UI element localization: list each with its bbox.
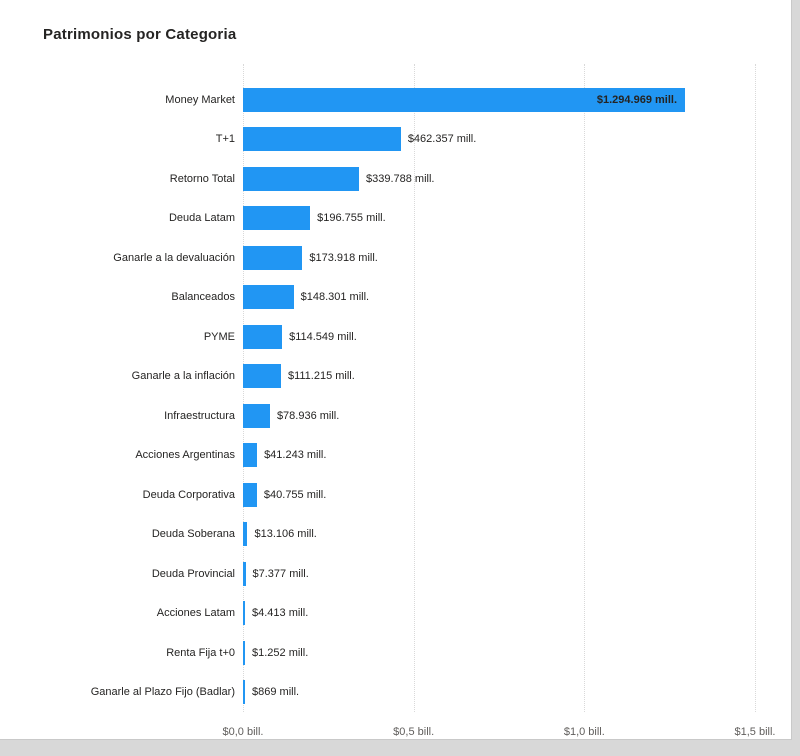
category-label: Deuda Soberana — [151, 528, 235, 541]
bar[interactable] — [243, 245, 303, 270]
x-axis-tick-label: $0,5 bill. — [393, 726, 435, 738]
category-label: PYME — [203, 330, 235, 343]
category-label: Acciones Argentinas — [135, 449, 235, 462]
bar[interactable] — [243, 127, 401, 152]
bar[interactable] — [243, 680, 245, 705]
value-label: $4.413 mill. — [252, 607, 309, 620]
bar[interactable]: $1.294.969 mill. — [243, 87, 686, 112]
bars-layer: Money Market $1.294.969 mill. T+1 $462.357 … — [43, 80, 778, 712]
bar-track: $196.755 mill. — [243, 199, 778, 239]
value-label: $173.918 mill. — [309, 251, 378, 264]
bar-track: $869 mill. — [243, 673, 778, 713]
category-label: Ganarle a la devaluación — [113, 251, 235, 264]
gridline — [413, 64, 415, 712]
bar-row: Deuda Latam $196.755 mill. — [43, 199, 778, 239]
bar-track: $173.918 mill. — [243, 238, 778, 278]
x-axis-tick-label: $1,5 bill. — [734, 726, 776, 738]
value-label: $78.936 mill. — [276, 409, 340, 422]
bar-track: $114.549 mill. — [243, 317, 778, 357]
category-label: Balanceados — [171, 291, 235, 304]
value-label: $196.755 mill. — [317, 212, 386, 225]
category-label: Deuda Corporativa — [142, 488, 235, 501]
chart-title: Patrimonios por Categoria — [43, 26, 237, 43]
value-label: $13.106 mill. — [254, 528, 317, 541]
bar[interactable] — [243, 640, 245, 665]
bar-row: Renta Fija t+0 $1.252 mill. — [43, 633, 778, 673]
x-axis-tick-label: $0,0 bill. — [222, 726, 264, 738]
x-axis-tick-label: $1,0 bill. — [563, 726, 605, 738]
category-label: Ganarle a la inflación — [131, 370, 235, 383]
gridline — [584, 64, 586, 712]
category-label: Deuda Provincial — [151, 567, 235, 580]
bar-track: $78.936 mill. — [243, 396, 778, 436]
bar-track: $4.413 mill. — [243, 594, 778, 634]
bar[interactable] — [243, 443, 258, 468]
bar-row: Acciones Latam $4.413 mill. — [43, 594, 778, 634]
bar-track: $339.788 mill. — [243, 159, 778, 199]
bar-row: Ganarle a la devaluación $173.918 mill. — [43, 238, 778, 278]
chart-card: Patrimonios por Categoria Money Market $1… — [0, 0, 792, 740]
bar[interactable] — [243, 403, 270, 428]
category-label: Infraestructura — [164, 409, 235, 422]
bar-track: $7.377 mill. — [243, 554, 778, 594]
value-label: $41.243 mill. — [264, 449, 327, 462]
plot-area: Money Market $1.294.969 mill. T+1 $462.357 … — [43, 64, 778, 750]
category-label: T+1 — [215, 133, 235, 146]
bar[interactable] — [243, 482, 257, 507]
bar-row: PYME $114.549 mill. — [43, 317, 778, 357]
x-axis: $0,0 bill. $0,5 bill. $1,0 bill. $1,5 bill. — [43, 726, 778, 746]
bar-row: Deuda Provincial $7.377 mill. — [43, 554, 778, 594]
bar-track: $40.755 mill. — [243, 475, 778, 515]
bar-track: $462.357 mill. — [243, 120, 778, 160]
bar-track: $1.252 mill. — [243, 633, 778, 673]
bar-row: Retorno Total $339.788 mill. — [43, 159, 778, 199]
bar-track: $41.243 mill. — [243, 436, 778, 476]
bar[interactable] — [243, 166, 359, 191]
bar-row: Deuda Corporativa $40.755 mill. — [43, 475, 778, 515]
bar[interactable] — [243, 324, 283, 349]
bar[interactable] — [243, 364, 281, 389]
bar-row: Money Market $1.294.969 mill. — [43, 80, 778, 120]
bar-row: Ganarle a la inflación $111.215 mill. — [43, 357, 778, 397]
bar[interactable] — [243, 522, 248, 547]
bar-track: $1.294.969 mill. — [243, 80, 778, 120]
value-label: $1.294.969 mill. — [596, 93, 678, 106]
bar-row: Acciones Argentinas $41.243 mill. — [43, 436, 778, 476]
value-label: $148.301 mill. — [300, 291, 370, 304]
bar-row: Deuda Soberana $13.106 mill. — [43, 515, 778, 555]
category-label: Renta Fija t+0 — [166, 646, 235, 659]
value-label: $7.377 mill. — [252, 567, 309, 580]
bar-row: Infraestructura $78.936 mill. — [43, 396, 778, 436]
bar[interactable] — [243, 206, 311, 231]
category-label: Acciones Latam — [156, 607, 235, 620]
bar-track: $148.301 mill. — [243, 278, 778, 318]
gridline — [755, 64, 756, 712]
bar-row: Ganarle al Plazo Fijo (Badlar) $869 mill. — [43, 673, 778, 713]
bar-row: Balanceados $148.301 mill. — [43, 278, 778, 318]
category-label: Deuda Latam — [168, 212, 235, 225]
bar[interactable] — [243, 601, 245, 626]
bar-row: T+1 $462.357 mill. — [43, 120, 778, 160]
value-label: $114.549 mill. — [289, 330, 357, 343]
bar-track: $111.215 mill. — [243, 357, 778, 397]
category-label: Ganarle al Plazo Fijo (Badlar) — [90, 686, 235, 699]
bar[interactable] — [243, 561, 246, 586]
value-label: $869 mill. — [252, 686, 300, 699]
value-label: $40.755 mill. — [263, 488, 327, 501]
bar[interactable] — [243, 285, 294, 310]
value-label: $1.252 mill. — [252, 646, 309, 659]
value-label: $339.788 mill. — [365, 172, 435, 185]
category-label: Retorno Total — [169, 172, 235, 185]
category-label: Money Market — [165, 93, 235, 106]
value-label: $462.357 mill. — [407, 133, 477, 146]
value-label: $111.215 mill. — [287, 370, 355, 383]
bar-track: $13.106 mill. — [243, 515, 778, 555]
